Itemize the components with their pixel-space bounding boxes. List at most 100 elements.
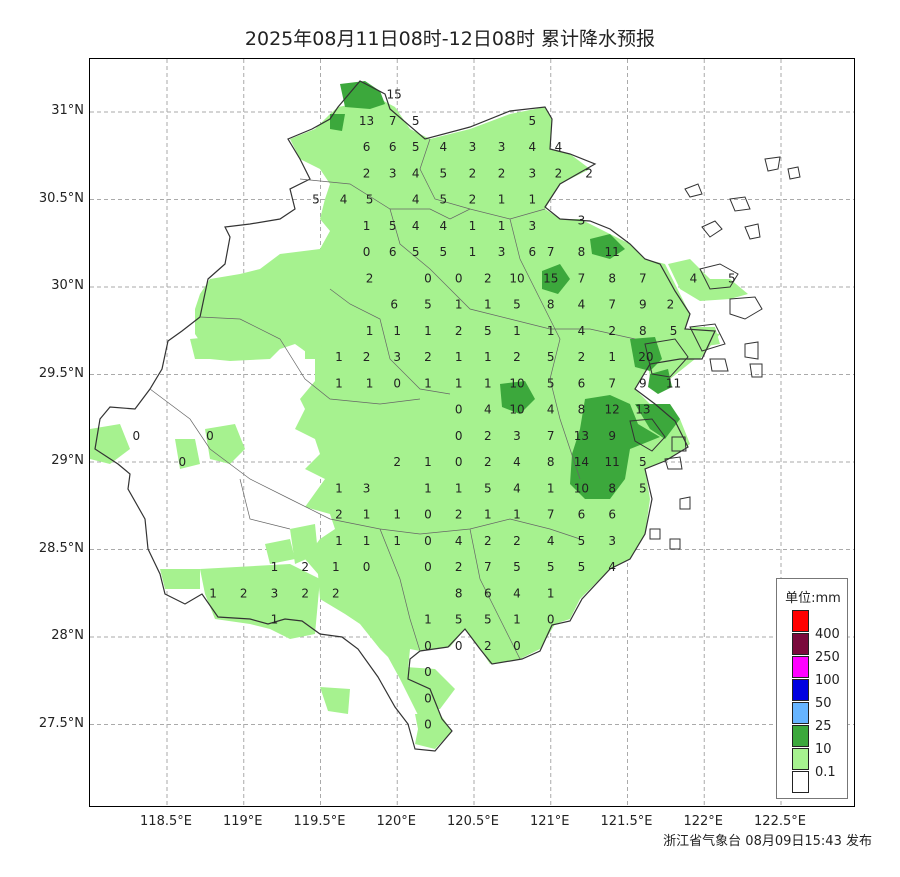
station-value: 2 <box>667 298 675 312</box>
station-value: 4 <box>455 534 463 548</box>
station-value: 4 <box>529 140 537 154</box>
station-value: 2 <box>498 166 506 180</box>
station-value: 1 <box>393 534 401 548</box>
station-value: 1 <box>484 508 492 522</box>
station-value: 5 <box>455 613 463 627</box>
station-value: 2 <box>455 560 463 574</box>
station-value: 1 <box>608 350 616 364</box>
station-value: 9 <box>639 298 647 312</box>
station-value: 1 <box>209 586 217 600</box>
station-value: 5 <box>639 455 647 469</box>
station-value: 7 <box>608 298 616 312</box>
longitude-label: 119.5°E <box>293 814 346 829</box>
station-value: 6 <box>390 298 398 312</box>
station-value: 1 <box>484 298 492 312</box>
station-value: 3 <box>393 350 401 364</box>
station-value: 3 <box>271 586 279 600</box>
station-value: 1 <box>366 324 374 338</box>
station-value: 8 <box>578 245 586 259</box>
station-value: 8 <box>455 586 463 600</box>
station-value: 5 <box>513 560 521 574</box>
station-value: 4 <box>547 403 555 417</box>
station-value: 5 <box>547 376 555 390</box>
station-value: 6 <box>578 508 586 522</box>
legend-swatch-25 <box>792 702 809 724</box>
legend-tick-50: 50 <box>815 696 832 711</box>
station-value: 3 <box>608 534 616 548</box>
station-value: 4 <box>412 193 420 207</box>
station-value: 13 <box>359 114 374 128</box>
station-value: 2 <box>363 350 371 364</box>
legend-swatch-50 <box>792 679 809 701</box>
station-value: 0 <box>424 271 432 285</box>
legend-tick-10: 10 <box>815 742 832 757</box>
station-value: 5 <box>412 114 420 128</box>
station-value: 0 <box>424 665 432 679</box>
station-value: 6 <box>578 376 586 390</box>
station-value: 5 <box>484 481 492 495</box>
station-value: 4 <box>690 271 698 285</box>
station-value: 1 <box>455 481 463 495</box>
station-value: 12 <box>605 403 620 417</box>
station-value: 3 <box>529 219 537 233</box>
station-value: 3 <box>498 245 506 259</box>
station-value: 1 <box>498 193 506 207</box>
station-value: 5 <box>670 324 678 338</box>
station-value: 5 <box>439 166 447 180</box>
station-value: 5 <box>547 560 555 574</box>
latitude-label: 28.5°N <box>38 540 84 556</box>
issuer-footer: 浙江省气象台 08月09日15:43 发布 <box>663 834 872 849</box>
legend: 单位:mm 400 250 100 50 25 10 0.1 <box>776 578 848 799</box>
station-value: 5 <box>639 481 647 495</box>
latitude-label: 29.5°N <box>38 365 84 381</box>
station-value: 1 <box>424 455 432 469</box>
station-value: 1 <box>393 508 401 522</box>
station-value: 5 <box>529 114 537 128</box>
latitude-label: 30.5°N <box>38 190 84 206</box>
station-value: 0 <box>363 560 371 574</box>
station-value: 2 <box>513 534 521 548</box>
station-value: 10 <box>509 271 524 285</box>
station-value: 6 <box>529 245 537 259</box>
station-value: 2 <box>484 271 492 285</box>
station-value: 5 <box>439 245 447 259</box>
station-value: 5 <box>728 271 736 285</box>
station-value: 1 <box>271 560 279 574</box>
station-value: 1 <box>335 534 343 548</box>
legend-tick-250: 250 <box>815 650 840 665</box>
legend-swatch-400 <box>792 610 809 632</box>
station-value: 0 <box>424 534 432 548</box>
station-value: 2 <box>366 271 374 285</box>
station-value: 2 <box>484 455 492 469</box>
longitude-label: 118.5°E <box>140 814 192 829</box>
station-value: 8 <box>578 403 586 417</box>
station-value: 0 <box>455 429 463 443</box>
station-value: 5 <box>547 350 555 364</box>
station-value: 2 <box>363 166 371 180</box>
station-value: 2 <box>469 166 477 180</box>
station-value: 10 <box>509 403 524 417</box>
station-value: 4 <box>513 455 521 469</box>
station-value: 3 <box>389 166 397 180</box>
station-value: 5 <box>439 193 447 207</box>
station-value: 1 <box>513 508 521 522</box>
station-value: 8 <box>608 481 616 495</box>
station-value: 3 <box>498 140 506 154</box>
station-value: 1 <box>335 481 343 495</box>
station-value: 2 <box>578 350 586 364</box>
station-value: 5 <box>412 140 420 154</box>
station-value: 0 <box>424 508 432 522</box>
station-value: 4 <box>412 219 420 233</box>
station-value: 1 <box>424 613 432 627</box>
station-value: 5 <box>366 193 374 207</box>
station-value: 1 <box>529 193 537 207</box>
station-value: 8 <box>547 298 555 312</box>
station-value: 0 <box>424 560 432 574</box>
station-value: 1 <box>424 324 432 338</box>
station-value: 1 <box>424 376 432 390</box>
station-value: 2 <box>455 508 463 522</box>
station-value: 10 <box>509 376 524 390</box>
station-value: 2 <box>393 455 401 469</box>
station-value: 6 <box>389 245 397 259</box>
station-value: 15 <box>543 271 558 285</box>
